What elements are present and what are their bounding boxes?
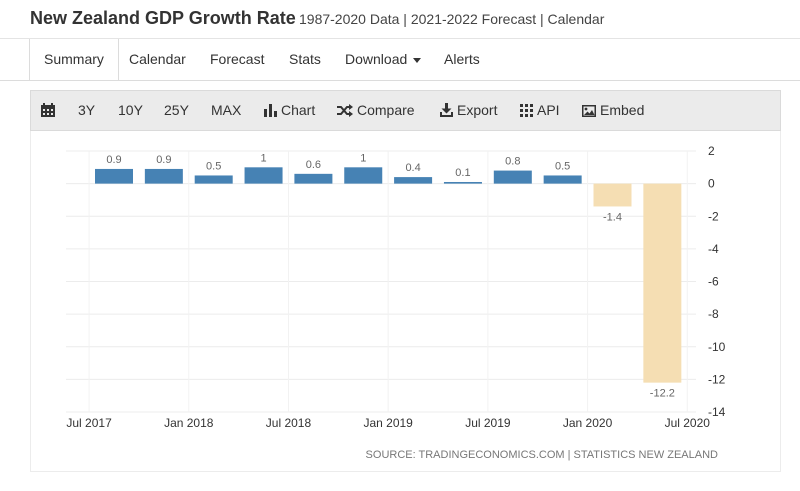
- bar-value-label: 0.8: [505, 156, 520, 168]
- embed-button-label: Embed: [600, 102, 645, 118]
- range-3y-button[interactable]: 3Y: [78, 102, 96, 118]
- tab-download[interactable]: Download: [345, 39, 422, 79]
- x-tick-label: Jan 2020: [563, 416, 613, 430]
- bar: [394, 177, 433, 184]
- export-button[interactable]: Export: [440, 91, 497, 130]
- bar-value-label: 0.5: [206, 160, 221, 172]
- y-tick-label: -12: [708, 372, 726, 386]
- tab-forecast[interactable]: Forecast: [210, 51, 265, 67]
- range-10y-button[interactable]: 10Y: [118, 102, 143, 118]
- tab-calendar[interactable]: Calendar: [129, 51, 186, 67]
- tab-download-label: Download: [345, 51, 408, 67]
- chart-area: 2 0 -2 -4 -6 -8 -10 -12 -14 Jul 2017 Jan 2018 Jul 2…: [30, 131, 781, 472]
- range-25y-button[interactable]: 25Y: [164, 102, 189, 118]
- y-tick-label: 0: [708, 177, 715, 191]
- x-tick-label: Jul 2017: [66, 416, 112, 430]
- tab-bar: Summary Calendar Forecast Stats Download…: [0, 38, 800, 81]
- bar-value-label: 1: [360, 152, 366, 164]
- bar: [643, 183, 682, 383]
- y-tick-label: 2: [708, 144, 715, 158]
- bar-chart-icon: [264, 104, 277, 117]
- bar: [443, 181, 482, 184]
- x-tick-label: Jan 2018: [164, 416, 214, 430]
- tab-stats[interactable]: Stats: [289, 51, 321, 67]
- tab-alerts[interactable]: Alerts: [444, 51, 480, 67]
- api-button-label: API: [537, 102, 560, 118]
- page-subtitle: 1987-2020 Data | 2021-2022 Forecast | Ca…: [299, 11, 605, 27]
- shuffle-icon: [337, 104, 353, 117]
- y-tick-label: -4: [708, 242, 719, 256]
- embed-button[interactable]: Embed: [582, 91, 644, 130]
- bar: [344, 167, 383, 184]
- download-icon: [440, 103, 453, 117]
- tab-summary[interactable]: Summary: [29, 39, 119, 80]
- chart-button-label: Chart: [281, 102, 316, 118]
- page-title: New Zealand GDP Growth Rate: [30, 8, 296, 28]
- x-tick-label: Jul 2020: [665, 416, 711, 430]
- y-tick-label: -2: [708, 209, 719, 223]
- bar-value-label: 0.4: [405, 162, 420, 174]
- chart-button[interactable]: Chart: [264, 91, 315, 130]
- bar-value-label: 0.5: [555, 160, 570, 172]
- grid-icon: [520, 104, 533, 117]
- bar-value-label: -1.4: [603, 211, 622, 223]
- bar: [95, 168, 133, 184]
- api-button[interactable]: API: [520, 91, 560, 130]
- calendar-icon[interactable]: [41, 91, 59, 130]
- bar: [593, 183, 632, 207]
- bar: [543, 175, 582, 184]
- page-header: New Zealand GDP Growth Rate 1987-2020 Da…: [0, 0, 800, 38]
- export-button-label: Export: [457, 102, 498, 118]
- compare-button[interactable]: Compare: [337, 91, 415, 130]
- bar-value-label: -12.2: [650, 388, 675, 400]
- bar: [244, 167, 283, 184]
- bar-value-label: 0.9: [106, 154, 121, 166]
- y-tick-label: -8: [708, 307, 719, 321]
- source-caption: SOURCE: TRADINGECONOMICS.COM | STATISTIC…: [366, 449, 718, 461]
- bar-value-label: 1: [260, 152, 266, 164]
- bar: [194, 175, 233, 184]
- chart-toolbar: 3Y 10Y 25Y MAX Chart Compare Export API …: [30, 90, 781, 131]
- y-tick-label: -14: [708, 405, 726, 419]
- x-tick-label: Jul 2018: [266, 416, 312, 430]
- bar: [493, 170, 532, 184]
- range-max-button[interactable]: MAX: [211, 102, 242, 118]
- y-tick-label: -10: [708, 340, 726, 354]
- caret-down-icon: [413, 57, 422, 63]
- bar: [294, 173, 333, 184]
- compare-button-label: Compare: [357, 102, 415, 118]
- bar-value-label: 0.9: [156, 154, 171, 166]
- image-icon: [582, 105, 596, 117]
- y-tick-label: -6: [708, 275, 719, 289]
- bar-value-label: 0.1: [455, 167, 470, 179]
- bar: [144, 168, 183, 184]
- x-tick-label: Jul 2019: [465, 416, 511, 430]
- x-tick-label: Jan 2019: [363, 416, 413, 430]
- bar-value-label: 0.6: [306, 159, 321, 171]
- gdp-growth-bar-chart: 2 0 -2 -4 -6 -8 -10 -12 -14 Jul 2017 Jan 2018 Jul 2…: [66, 144, 726, 461]
